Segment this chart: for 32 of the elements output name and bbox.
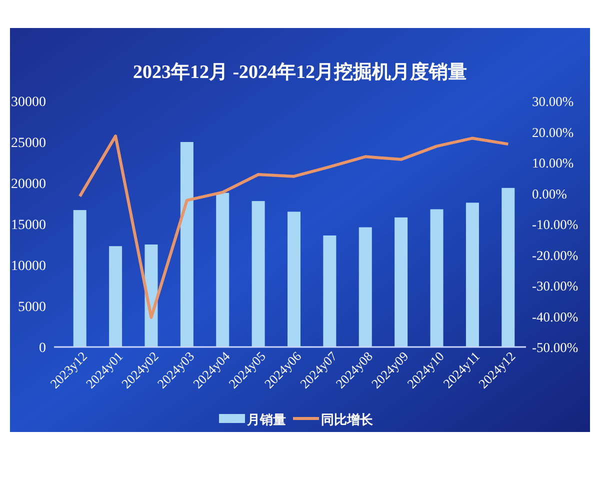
legend-label: 同比增长 — [321, 412, 374, 427]
bar — [180, 142, 194, 347]
y2-tick-label: -50.00% — [532, 340, 578, 355]
y2-tick-label: -10.00% — [532, 217, 578, 232]
y2-tick-label: 30.00% — [532, 94, 574, 109]
bar — [466, 202, 479, 347]
bar — [252, 201, 265, 347]
chart-title: 2023年12月 -2024年12月挖掘机月度销量 — [132, 61, 468, 83]
y-tick-label: 15000 — [11, 218, 46, 233]
y-tick-label: 25000 — [11, 136, 46, 151]
y2-tick-label: 0.00% — [532, 186, 567, 202]
y2-tick-label: 20.00% — [532, 124, 574, 140]
y-tick-label: 5000 — [18, 300, 46, 315]
bar — [288, 212, 300, 347]
bar — [358, 227, 372, 347]
y2-tick-label: -30.00% — [532, 278, 578, 294]
bar — [430, 209, 444, 347]
bar — [73, 210, 86, 347]
bar — [323, 235, 336, 347]
legend-label: 月销量 — [246, 412, 286, 427]
bar — [216, 192, 230, 347]
y-tick-label: 10000 — [11, 259, 46, 274]
y-tick-label: 30000 — [11, 95, 46, 110]
y-tick-label: 20000 — [11, 177, 46, 192]
bar — [502, 188, 515, 347]
y-tick-label: 0 — [39, 341, 46, 356]
bar — [394, 217, 408, 347]
y2-tick-label: -20.00% — [532, 248, 578, 263]
y2-tick-label: -40.00% — [532, 309, 578, 324]
bar — [109, 246, 122, 347]
y2-tick-label: 10.00% — [532, 156, 574, 170]
line-series — [78, 134, 510, 319]
